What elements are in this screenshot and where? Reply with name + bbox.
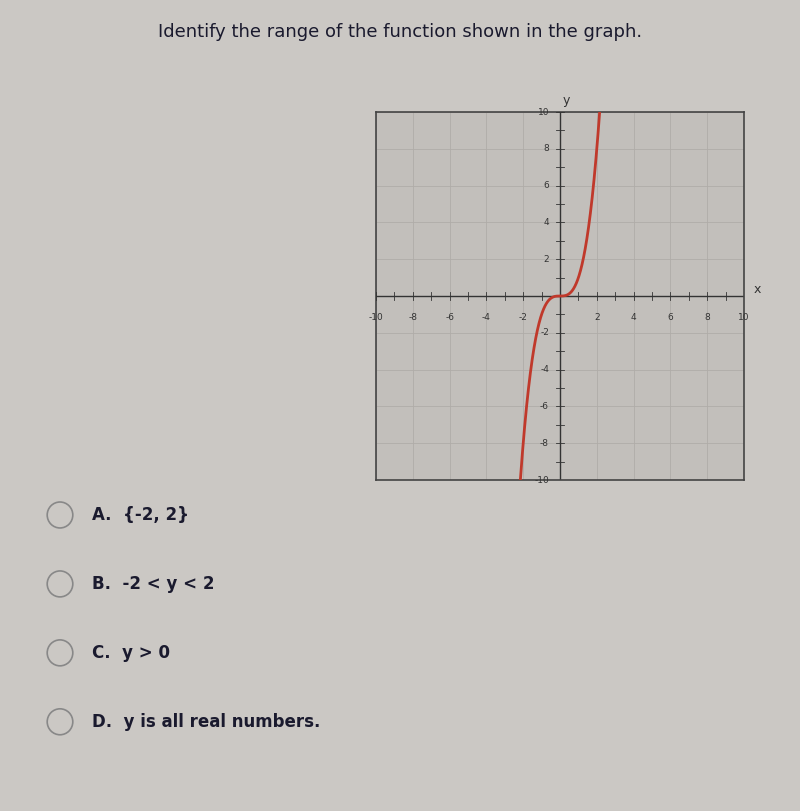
Text: -4: -4 — [540, 365, 549, 374]
Text: -10: -10 — [534, 475, 549, 484]
Text: -4: -4 — [482, 312, 491, 322]
Text: -8: -8 — [540, 439, 549, 448]
Text: A.  {-2, 2}: A. {-2, 2} — [92, 506, 189, 524]
Text: 10: 10 — [538, 108, 549, 117]
Text: C.  y > 0: C. y > 0 — [92, 644, 170, 662]
Text: 4: 4 — [630, 312, 637, 322]
Text: -6: -6 — [540, 402, 549, 411]
Text: -10: -10 — [369, 312, 383, 322]
Text: Identify the range of the function shown in the graph.: Identify the range of the function shown… — [158, 23, 642, 41]
Text: 2: 2 — [594, 312, 600, 322]
Text: -8: -8 — [408, 312, 418, 322]
Text: 4: 4 — [543, 218, 549, 227]
Text: -2: -2 — [540, 328, 549, 337]
Text: -2: -2 — [518, 312, 528, 322]
Text: y: y — [562, 94, 570, 108]
Text: 8: 8 — [704, 312, 710, 322]
Text: B.  -2 < y < 2: B. -2 < y < 2 — [92, 575, 214, 593]
Text: 10: 10 — [738, 312, 750, 322]
Text: 6: 6 — [667, 312, 674, 322]
Text: 2: 2 — [543, 255, 549, 264]
Text: D.  y is all real numbers.: D. y is all real numbers. — [92, 713, 320, 731]
Text: x: x — [753, 283, 761, 296]
Text: 6: 6 — [543, 181, 549, 190]
Text: -6: -6 — [445, 312, 454, 322]
Text: 8: 8 — [543, 144, 549, 153]
